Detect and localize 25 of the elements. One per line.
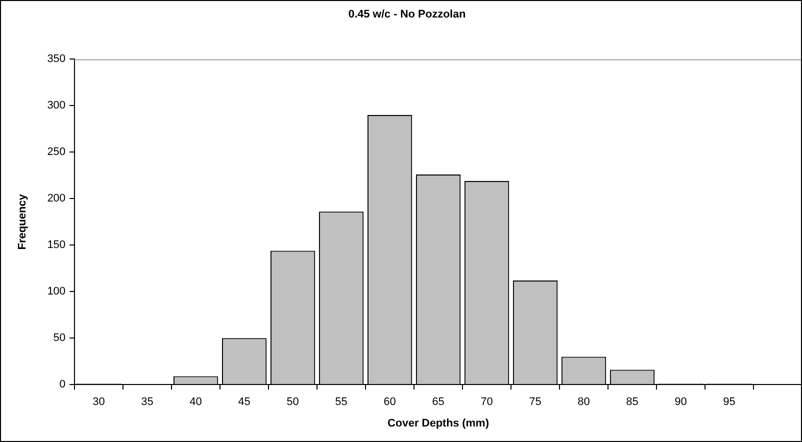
chart-title: 0.45 w/c - No Pozzolan xyxy=(348,8,466,21)
y-tick-label: 350 xyxy=(47,53,66,66)
y-tick-label: 250 xyxy=(47,146,66,158)
x-tick-label: 40 xyxy=(190,396,202,408)
x-tick-label: 90 xyxy=(674,396,687,408)
x-tick-label: 30 xyxy=(92,396,105,408)
y-tick-label: 100 xyxy=(47,286,66,298)
x-tick-label: 60 xyxy=(384,396,396,408)
x-tick-label: 75 xyxy=(529,396,542,408)
x-tick-label: 80 xyxy=(578,396,590,408)
x-tick-label: 70 xyxy=(480,396,493,408)
y-tick-label: 300 xyxy=(47,100,66,112)
y-tick-label: 50 xyxy=(53,332,66,344)
x-tick-label: 95 xyxy=(723,396,736,408)
y-tick-label: 200 xyxy=(47,192,66,205)
x-tick-label: 50 xyxy=(286,396,299,408)
x-tick-label: 65 xyxy=(432,396,444,408)
x-tick-label: 35 xyxy=(141,396,154,408)
y-axis-title: Frequency xyxy=(16,193,29,250)
x-axis-title: Cover Depths (mm) xyxy=(388,417,490,430)
y-tick-label: 150 xyxy=(47,239,66,252)
y-tick-label: 0 xyxy=(59,378,66,391)
x-tick-label: 55 xyxy=(335,396,348,408)
x-tick-label: 85 xyxy=(626,396,638,408)
x-tick-label: 45 xyxy=(238,396,250,408)
